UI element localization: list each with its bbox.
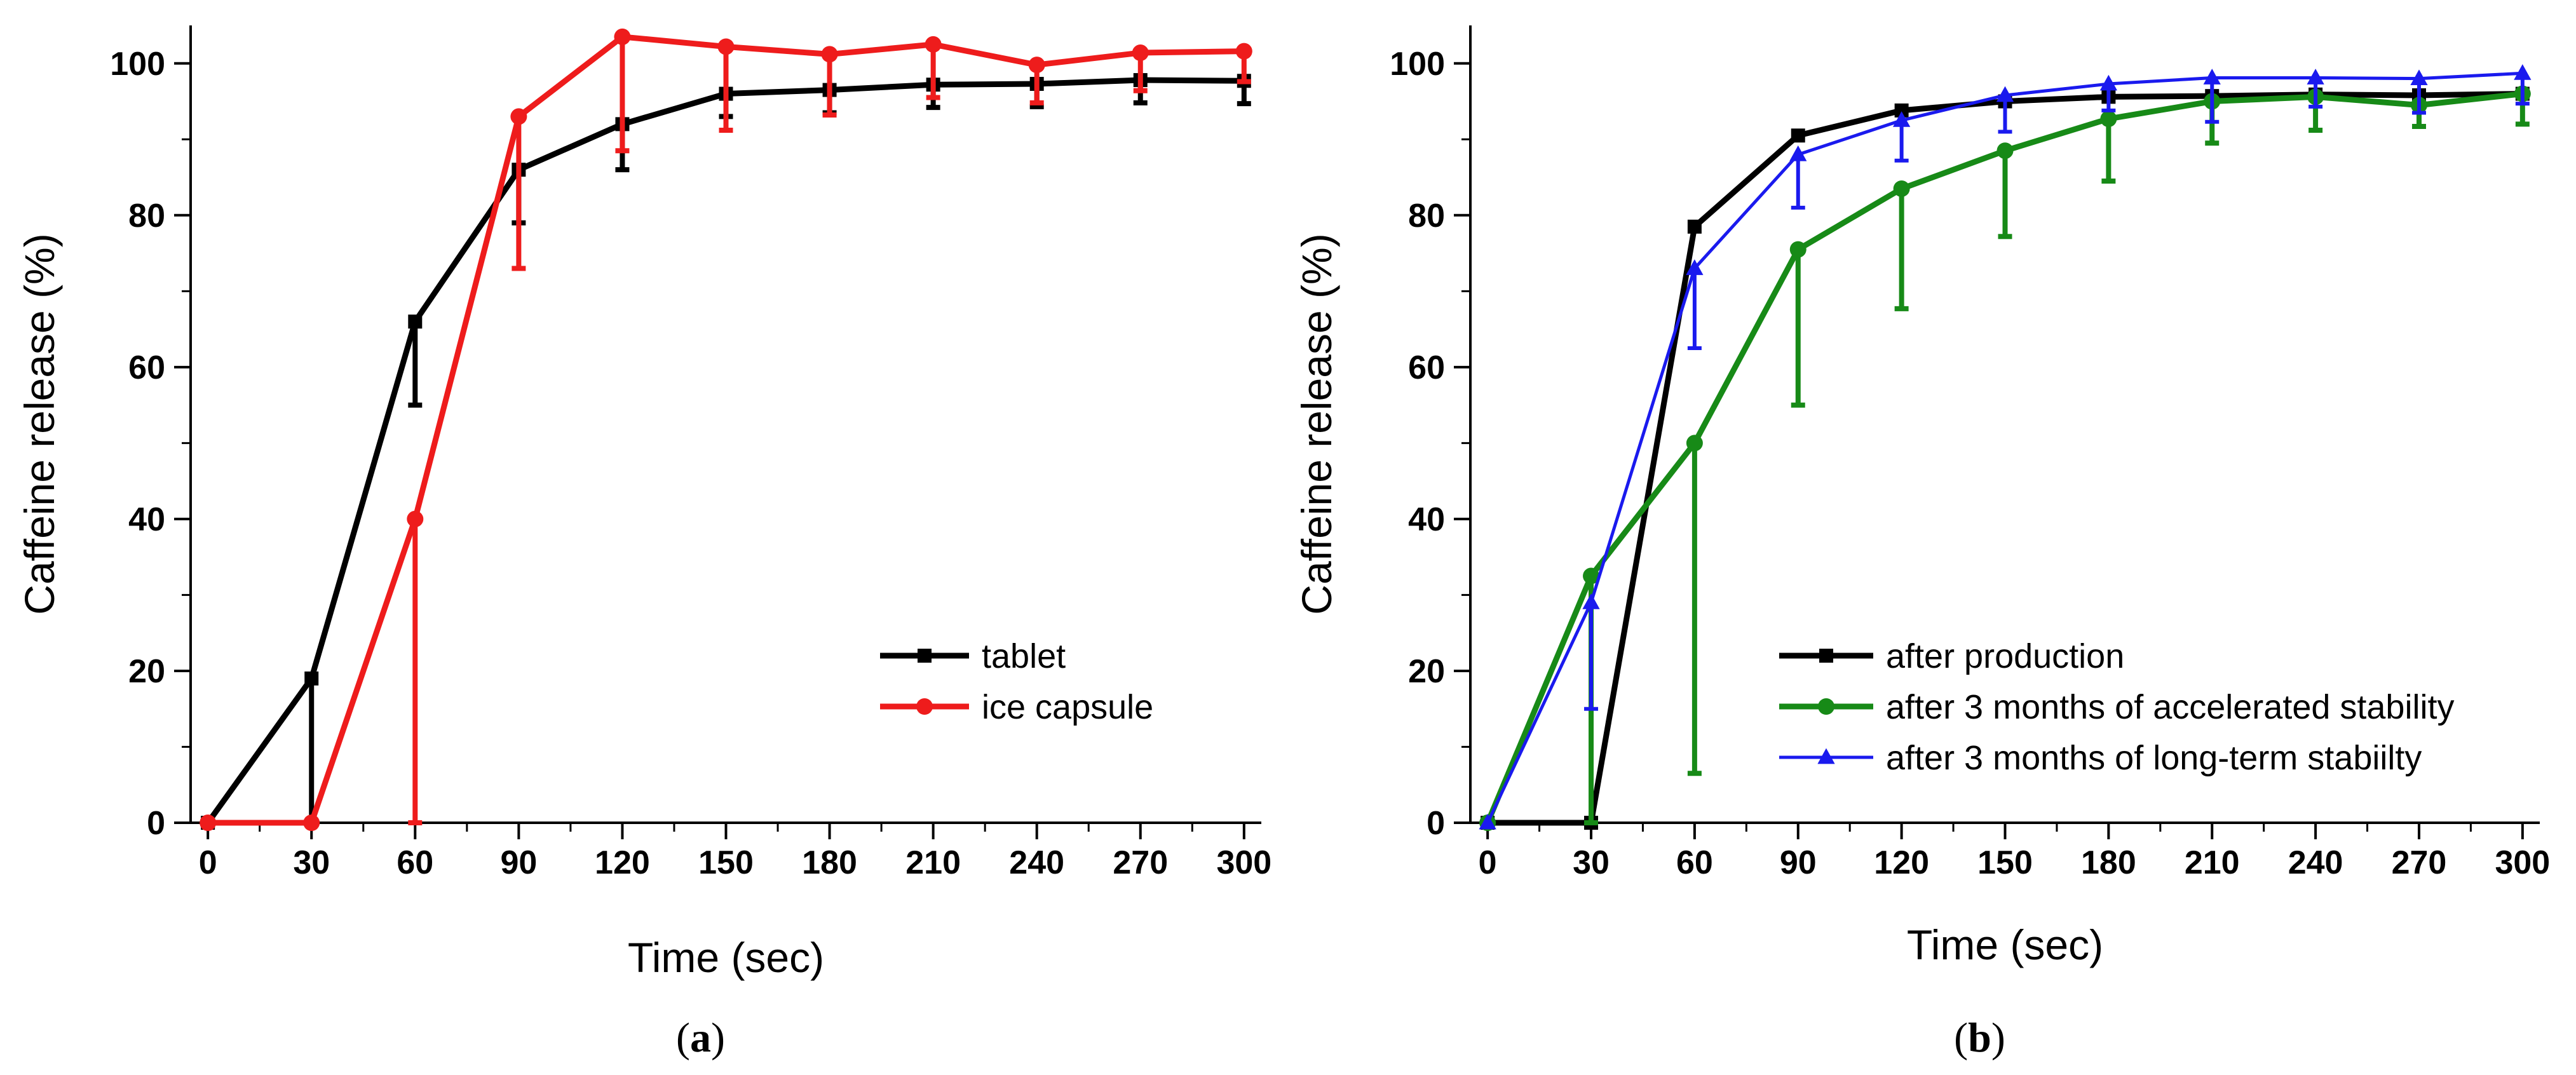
panel-a-series-1-point-0 bbox=[200, 815, 217, 831]
panel-a-series-1-point-3 bbox=[510, 108, 527, 125]
panel-a-x-tick-label-9: 270 bbox=[1113, 844, 1168, 881]
panel-a-x-tick-label-2: 60 bbox=[397, 844, 433, 881]
panel-b-series-2-point-4 bbox=[1892, 111, 1911, 127]
panel-a-series-1-point-9 bbox=[1132, 44, 1149, 62]
panel-b-y-tick-label-1: 20 bbox=[1408, 653, 1445, 690]
panel-b-panel-label: (b) bbox=[1954, 1015, 2005, 1061]
panel-b-series-2-point-2 bbox=[1686, 259, 1704, 275]
panel-a-series-1-point-5 bbox=[717, 38, 735, 55]
panel-a-x-tick-label-5: 150 bbox=[698, 844, 754, 881]
panel-b-series-2-point-7 bbox=[2203, 69, 2221, 85]
panel-a-legend-marker-point-0 bbox=[918, 649, 932, 663]
panel-b-x-axis-label: Time (sec) bbox=[1907, 921, 2103, 968]
panel-b-series-1-point-1 bbox=[1583, 567, 1600, 585]
panel-a-legend-item-0: tablet bbox=[880, 637, 1066, 675]
panel-a-x-tick-label-1: 30 bbox=[293, 844, 330, 881]
panel-a-x-tick-label-7: 210 bbox=[905, 844, 961, 881]
panel-b-legend-marker-point-2 bbox=[1817, 748, 1835, 764]
panel-b-y-tick-label-4: 80 bbox=[1408, 198, 1445, 234]
panel-b-x-tick-label-10: 300 bbox=[2495, 844, 2550, 881]
panel-b-series-2 bbox=[1479, 64, 2532, 830]
panel-a-x-tick-label-10: 300 bbox=[1216, 844, 1271, 881]
panel-a-series-1-point-8 bbox=[1028, 57, 1045, 74]
panel-b-x-tick-label-9: 270 bbox=[2392, 844, 2447, 881]
panel-b-series-1-point-4 bbox=[1893, 180, 1910, 197]
panel-b-series-2-point-1 bbox=[1582, 593, 1600, 609]
panel-b-series-0-point-2 bbox=[1687, 219, 1702, 234]
panel-a-series-1-point-4 bbox=[614, 28, 631, 45]
panel-a-x-tick-label-3: 90 bbox=[500, 844, 537, 881]
panel-a-series-1-point-2 bbox=[407, 510, 424, 527]
panel-a-series-0-point-1 bbox=[304, 671, 319, 686]
panel-b-x-tick-label-2: 60 bbox=[1676, 844, 1713, 881]
panel-a-series-1-point-10 bbox=[1235, 43, 1252, 60]
panel-a-y-tick-label-1: 20 bbox=[128, 653, 165, 690]
panel-a-legend-item-1: ice capsule bbox=[880, 688, 1153, 726]
panel-a-y-tick-label-5: 100 bbox=[110, 46, 165, 83]
panel-a-panel-label: (a) bbox=[676, 1015, 725, 1061]
panel-a-y-axis-label: Caffeine release (%) bbox=[16, 233, 63, 614]
panel-a-x-axis-label: Time (sec) bbox=[628, 934, 824, 981]
panel-a-y-tick-label-3: 60 bbox=[128, 349, 165, 386]
panel-a-y-tick-label-2: 40 bbox=[128, 501, 165, 538]
panel-a-legend-marker-point-1 bbox=[916, 698, 933, 715]
panel-b-legend-item-1: after 3 months of accelerated stability bbox=[1779, 688, 2454, 726]
panel-b-series-1-point-5 bbox=[1996, 142, 2014, 159]
panel-b-x-tick-label-3: 90 bbox=[1780, 844, 1817, 881]
panel-b-y-tick-label-0: 0 bbox=[1427, 805, 1445, 842]
panel-b-x-tick-label-5: 150 bbox=[1977, 844, 2033, 881]
panel-b-series-2-point-9 bbox=[2410, 69, 2428, 86]
panel-b-x-tick-label-6: 180 bbox=[2081, 844, 2136, 881]
panel-b-series-1-point-2 bbox=[1686, 435, 1703, 452]
panel-b-series-0-point-3 bbox=[1791, 128, 1805, 143]
panel-a-x-tick-label-6: 180 bbox=[802, 844, 857, 881]
panel-a-x-tick-label-8: 240 bbox=[1009, 844, 1064, 881]
panel-a-series-0-point-2 bbox=[408, 314, 423, 329]
panel-b-legend-marker-point-0 bbox=[1819, 649, 1833, 663]
panel-b-y-tick-label-3: 60 bbox=[1408, 349, 1445, 386]
panel-b: 0 30 60 90 120 150 180 210 240 270 300 0 20 40 60 80 100… bbox=[1293, 25, 2550, 1061]
panel-b-series-2-point-8 bbox=[2307, 69, 2324, 85]
panel-b-x-tick-label-0: 0 bbox=[1479, 844, 1497, 881]
panel-a-y-tick-label-0: 0 bbox=[147, 805, 165, 842]
panel-a: 0 30 60 90 120 150 180 210 240 270 300 0 20 40 60 80 100… bbox=[16, 25, 1271, 1061]
panel-b-legend-label-1: after 3 months of accelerated stability bbox=[1886, 688, 2454, 726]
panel-b-y-axis-label: Caffeine release (%) bbox=[1293, 233, 1340, 614]
panel-b-x-tick-label-4: 120 bbox=[1874, 844, 1929, 881]
panel-a-y-tick-label-4: 80 bbox=[128, 198, 165, 234]
panel-b-series-1-point-6 bbox=[2100, 111, 2117, 128]
panel-b-series-0-point-4 bbox=[1894, 103, 1909, 118]
panel-b-series-2-point-0 bbox=[1479, 813, 1496, 830]
panel-b-series-2-point-10 bbox=[2514, 64, 2532, 80]
panel-b-y-tick-label-2: 40 bbox=[1408, 501, 1445, 538]
panel-a-series-1-point-7 bbox=[925, 36, 942, 53]
panel-b-y-tick-label-5: 100 bbox=[1390, 46, 1445, 83]
panel-b-legend-label-0: after production bbox=[1886, 637, 2124, 675]
panel-a-x-tick-label-0: 0 bbox=[199, 844, 217, 881]
panel-a-legend-label-1: ice capsule bbox=[982, 688, 1153, 726]
panel-a-series-1-point-1 bbox=[303, 815, 320, 831]
panel-a-x-tick-label-4: 120 bbox=[595, 844, 650, 881]
panel-a-legend-label-0: tablet bbox=[982, 637, 1066, 675]
panel-b-series-2-point-5 bbox=[1996, 86, 2014, 102]
panel-a-series-1 bbox=[200, 28, 1252, 831]
panel-b-x-tick-label-1: 30 bbox=[1573, 844, 1610, 881]
panel-b-legend-label-2: after 3 months of long-term stabiilty bbox=[1886, 739, 2422, 777]
panel-b-legend-marker-point-1 bbox=[1818, 698, 1834, 715]
panel-b-series-2-point-6 bbox=[2099, 74, 2118, 91]
panel-b-series-1-point-3 bbox=[1789, 241, 1807, 258]
panel-b-x-tick-label-8: 240 bbox=[2288, 844, 2343, 881]
panel-b-x-tick-label-7: 210 bbox=[2185, 844, 2240, 881]
panel-b-series-2-point-3 bbox=[1789, 145, 1807, 161]
panel-a-series-1-point-6 bbox=[821, 46, 838, 63]
panel-b-legend-item-0: after production bbox=[1779, 637, 2124, 675]
panel-b-legend-item-2: after 3 months of long-term stabiilty bbox=[1779, 739, 2422, 777]
